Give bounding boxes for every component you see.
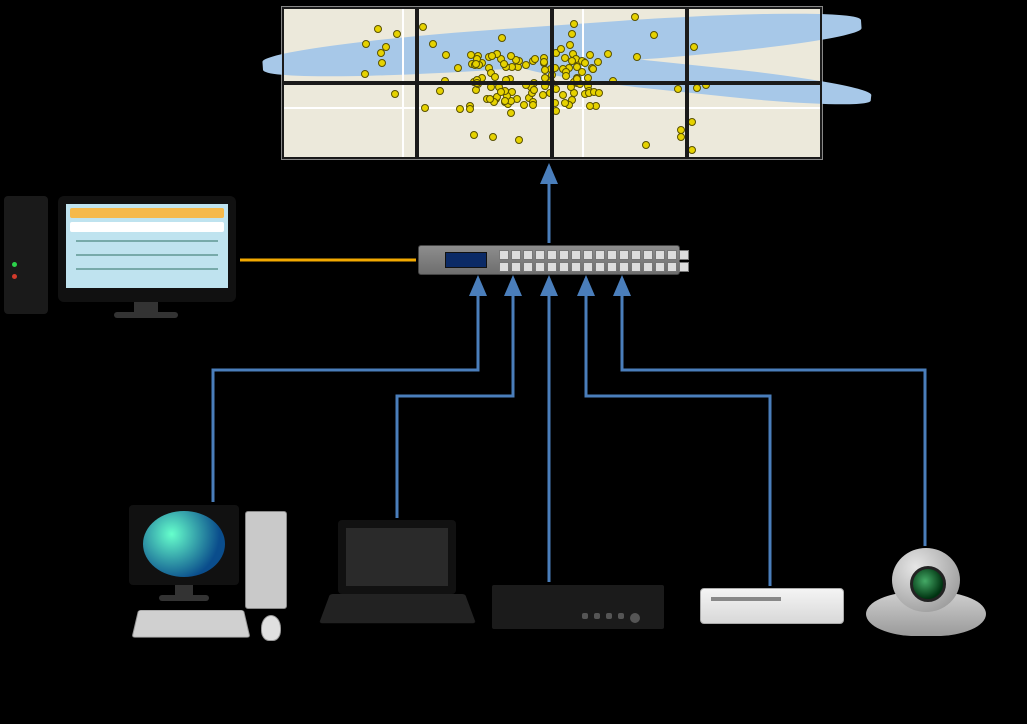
controller-button	[583, 250, 593, 260]
app-toolbar	[70, 222, 224, 232]
monitor-base	[159, 595, 209, 601]
status-led	[12, 262, 17, 267]
controller-button	[499, 250, 509, 260]
source-settop-box	[700, 588, 844, 624]
controller-button	[535, 250, 545, 260]
controller-button	[643, 262, 653, 272]
monitor	[58, 196, 236, 302]
controller-button	[523, 262, 533, 272]
keyboard	[132, 610, 251, 638]
connection-src_stb-controller	[586, 278, 770, 586]
dvr-button	[618, 613, 624, 619]
video-wall-panel	[552, 83, 687, 159]
controller-button	[571, 250, 581, 260]
timeline-track	[76, 254, 218, 256]
controller-button	[667, 250, 677, 260]
video-wall-panel	[282, 83, 417, 159]
controller-buttons-bottom	[499, 262, 689, 272]
video-wall-panel	[282, 7, 417, 83]
app-toolbar	[70, 208, 224, 218]
controller-button	[679, 250, 689, 260]
source-dvr	[491, 584, 665, 630]
controller-button	[547, 250, 557, 260]
controller-button	[595, 250, 605, 260]
controller-button	[607, 262, 617, 272]
source-laptop	[330, 520, 465, 630]
video-wall-panel	[417, 83, 552, 159]
controller-lcd	[445, 252, 487, 268]
video-wall-panel	[687, 7, 822, 83]
pc-tower	[245, 511, 287, 609]
dvr-button	[630, 613, 640, 623]
controller-button	[619, 262, 629, 272]
controller-button	[499, 262, 509, 272]
timeline-track	[76, 240, 218, 242]
dvr-button	[594, 613, 600, 619]
dvr-button	[606, 613, 612, 619]
controller-buttons-top	[499, 250, 689, 260]
monitor-base	[114, 312, 178, 318]
controller-button	[643, 250, 653, 260]
controller-button	[595, 262, 605, 272]
controller-button	[511, 250, 521, 260]
control-workstation	[4, 196, 238, 322]
timeline-track	[76, 268, 218, 270]
stb-slot	[711, 597, 781, 601]
controller-button	[667, 262, 677, 272]
camera-lens	[910, 566, 946, 602]
laptop-screen	[346, 528, 448, 586]
video-wall-panel	[417, 7, 552, 83]
monitor-stand	[175, 585, 193, 595]
pc-tower	[4, 196, 48, 314]
laptop-base	[319, 594, 476, 623]
connection-src_desktop-controller	[213, 278, 478, 502]
source-desktop-pc	[129, 505, 299, 635]
controller-button	[571, 262, 581, 272]
controller-button	[535, 262, 545, 272]
controller-button	[619, 250, 629, 260]
controller-button	[547, 262, 557, 272]
controller-button	[607, 250, 617, 260]
monitor	[129, 505, 239, 585]
connection-src_camera-controller	[622, 278, 925, 546]
video-wall-panel	[687, 83, 822, 159]
controller-button	[631, 262, 641, 272]
controller-button	[523, 250, 533, 260]
controller-button	[655, 262, 665, 272]
monitor-stand	[134, 302, 158, 312]
dvr-button	[582, 613, 588, 619]
controller-button	[655, 250, 665, 260]
controller-button	[583, 262, 593, 272]
controller-button	[679, 262, 689, 272]
video-wall	[281, 6, 823, 160]
controller-button	[511, 262, 521, 272]
globe-icon	[143, 511, 225, 577]
controller-button	[631, 250, 641, 260]
monitor-screen	[66, 204, 228, 288]
laptop-lid	[338, 520, 456, 594]
camera-head	[892, 548, 960, 612]
mouse	[261, 615, 281, 641]
controller-button	[559, 262, 569, 272]
controller-button	[559, 250, 569, 260]
status-led	[12, 274, 17, 279]
source-ptz-camera	[866, 548, 986, 636]
video-wall-panel	[552, 7, 687, 83]
connection-src_laptop-controller	[397, 278, 513, 518]
matrix-controller	[418, 245, 680, 275]
